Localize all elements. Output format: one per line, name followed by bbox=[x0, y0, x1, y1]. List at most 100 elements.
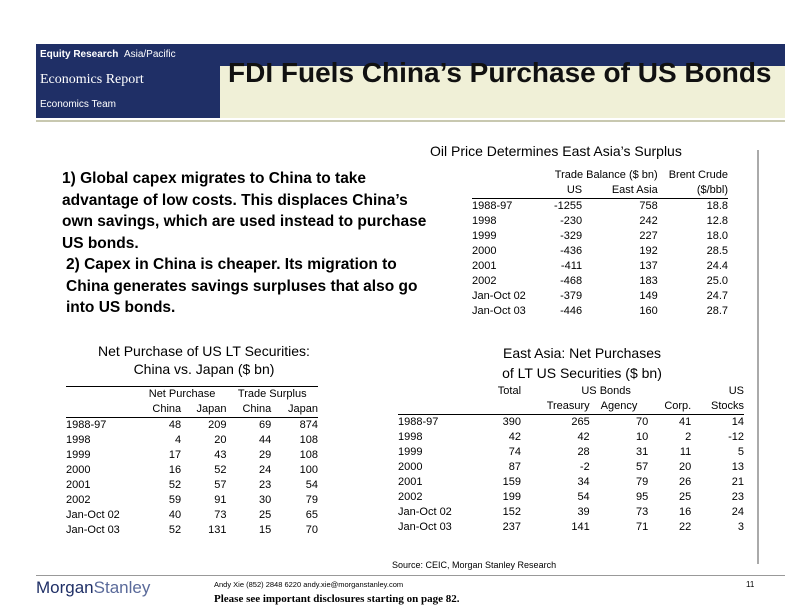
header-bar: Equity Research Asia/Pacific bbox=[36, 44, 785, 66]
author-contact: Andy Xie (852) 2848 6220 andy.xie@morgan… bbox=[214, 580, 404, 589]
net-purchase-table-cell: 17 bbox=[168, 449, 182, 461]
oil-table-cell: 1988-97 bbox=[472, 198, 536, 214]
east-asia-table-cell: 23 bbox=[731, 491, 744, 503]
oil-table-cell: -436 bbox=[560, 245, 583, 257]
east-asia-table-cell: 152 bbox=[502, 506, 522, 518]
net-purchase-table-cell: 52 bbox=[168, 524, 182, 536]
oil-table-row: Jan-Oct 02 -379 149 24.7 bbox=[472, 289, 728, 304]
net-purchase-table-cell: 20 bbox=[214, 434, 227, 446]
east-asia-table-row: Jan-Oct 03 237 141 71 22 3 bbox=[398, 520, 744, 535]
net-purchase-table-row: 1998 4 20 44 108 bbox=[66, 433, 318, 448]
oil-table-cell: 2002 bbox=[472, 275, 497, 287]
east-asia-table-cell: 14 bbox=[691, 414, 744, 430]
oil-table-cell: 758 bbox=[582, 198, 658, 214]
oil-table-row: 1999 -329 227 18.0 bbox=[472, 229, 728, 244]
net-purchase-table-row: 1988-97 48 209 69 874 bbox=[66, 417, 318, 433]
oil-table-cell: 2001 bbox=[472, 260, 497, 272]
east-asia-table-row: 1998 42 42 10 2 -12 bbox=[398, 430, 744, 445]
east-asia-table-cell: 95 bbox=[636, 491, 649, 503]
oil-table-cell: 24.4 bbox=[706, 260, 728, 272]
oil-table-row: 1998 -230 242 12.8 bbox=[472, 214, 728, 229]
ea-header-usbonds: US Bonds bbox=[581, 385, 631, 397]
oil-table-cell: 24.7 bbox=[706, 290, 728, 302]
east-asia-table-cell: 20 bbox=[678, 461, 692, 473]
net-purchase-table-cell: 2002 bbox=[66, 494, 91, 506]
east-asia-table-row: 2002 199 54 95 25 23 bbox=[398, 490, 744, 505]
net-purchase-table-cell: 73 bbox=[214, 509, 227, 521]
title-box: FDI Fuels China’s Purchase of US Bonds bbox=[220, 58, 785, 118]
disclosure-note: Please see important disclosures startin… bbox=[214, 593, 460, 605]
east-asia-table-cell: 2000 bbox=[398, 461, 423, 473]
east-asia-table-cell: 10 bbox=[636, 431, 649, 443]
ea-header-us: US bbox=[728, 385, 744, 397]
oil-table-row: 2002 -468 183 25.0 bbox=[472, 274, 728, 289]
net-purchase-table-cell: 1999 bbox=[66, 449, 91, 461]
east-asia-table-cell: 24 bbox=[731, 506, 744, 518]
oil-table-row: 1988-97 -1255 758 18.8 bbox=[472, 198, 728, 214]
east-asia-table: Total US Bonds US Treasury Agency Corp. … bbox=[398, 384, 744, 535]
page-title: FDI Fuels China’s Purchase of US Bonds bbox=[228, 57, 772, 88]
east-asia-table-cell: 199 bbox=[502, 491, 522, 503]
net-purchase-table-row: 2001 52 57 23 54 bbox=[66, 478, 318, 493]
net-purchase-table-cell: 15 bbox=[258, 524, 272, 536]
oil-table-cell: 183 bbox=[639, 275, 658, 287]
east-asia-table-row: Jan-Oct 02 152 39 73 16 24 bbox=[398, 505, 744, 520]
net-purchase-table-cell: 209 bbox=[181, 417, 227, 433]
net-purchase-table-cell: 54 bbox=[305, 479, 318, 491]
east-asia-table-cell: 26 bbox=[678, 476, 692, 488]
oil-table-cell: -468 bbox=[560, 275, 583, 287]
net-purchase-table-cell: 69 bbox=[226, 417, 272, 433]
page-number: 11 bbox=[746, 580, 755, 589]
net-purchase-table-cell: 59 bbox=[168, 494, 182, 506]
net-purchase-table-cell: 57 bbox=[214, 479, 227, 491]
net-purchase-table-cell: 23 bbox=[258, 479, 272, 491]
net-purchase-table-cell: 108 bbox=[299, 434, 318, 446]
oil-table-cell: -230 bbox=[560, 215, 583, 227]
net-purchase-table-cell: Jan-Oct 03 bbox=[66, 524, 120, 536]
net-purchase-table-cell: 79 bbox=[305, 494, 318, 506]
net-purchase-table-row: 1999 17 43 29 108 bbox=[66, 448, 318, 463]
net-purchase-table-cell: 40 bbox=[168, 509, 182, 521]
point-2: 2) Capex in China is cheaper. Its migrat… bbox=[66, 256, 418, 316]
east-asia-table-cell: 1999 bbox=[398, 446, 423, 458]
oil-table-cell: Jan-Oct 02 bbox=[472, 290, 526, 302]
oil-table-cell: 227 bbox=[639, 230, 658, 242]
oil-table-cell: 242 bbox=[639, 215, 658, 227]
ea-header-total: Total bbox=[497, 385, 522, 397]
trade-surplus-group: Trade Surplus bbox=[226, 386, 318, 402]
east-asia-table-cell: 74 bbox=[508, 446, 522, 458]
source-note: Source: CEIC, Morgan Stanley Research bbox=[392, 560, 557, 570]
report-type-block: Economics Report Economics Team bbox=[36, 66, 220, 118]
east-asia-table-cell: 22 bbox=[678, 521, 692, 533]
east-asia-table-cell: 2 bbox=[685, 431, 692, 443]
east-asia-table-cell: 11 bbox=[679, 446, 692, 458]
oil-table-cell: 12.8 bbox=[706, 215, 728, 227]
east-asia-table-cell: 2001 bbox=[398, 476, 423, 488]
sub-china-2: China bbox=[242, 403, 272, 415]
oil-table-cell: 149 bbox=[639, 290, 658, 302]
net-purchase-table-cell: 91 bbox=[214, 494, 227, 506]
net-purchase-table-cell: Jan-Oct 02 bbox=[66, 509, 120, 521]
point-1: 1) Global capex migrates to China to tak… bbox=[62, 170, 427, 252]
net-purchase-group: Net Purchase bbox=[137, 386, 227, 402]
east-asia-table-row: 2000 87 -2 57 20 13 bbox=[398, 460, 744, 475]
east-asia-table-row: 1999 74 28 31 11 5 bbox=[398, 445, 744, 460]
east-asia-table-cell: 39 bbox=[577, 506, 590, 518]
east-asia-table-cell: 54 bbox=[577, 491, 590, 503]
net-purchase-table-cell: 1998 bbox=[66, 434, 91, 446]
oil-table: Trade Balance ($ bn) Brent Crude US East… bbox=[472, 168, 728, 319]
net-purchase-table: Net Purchase Trade Surplus China Japan C… bbox=[66, 386, 318, 538]
east-asia-table-cell: 28 bbox=[577, 446, 590, 458]
east-asia-table-cell: 3 bbox=[737, 521, 744, 533]
header-divider bbox=[36, 120, 785, 122]
oil-header-bbl: ($/bbl) bbox=[696, 184, 728, 196]
net-purchase-table-cell: 52 bbox=[214, 464, 227, 476]
ea-header-treasury: Treasury bbox=[546, 400, 590, 412]
oil-table-cell: 1998 bbox=[472, 215, 497, 227]
east-asia-table-cell: 390 bbox=[483, 414, 522, 430]
oil-table-title: Oil Price Determines East Asia’s Surplus bbox=[430, 143, 682, 159]
oil-table-cell: 28.5 bbox=[706, 245, 728, 257]
net-purchase-table-row: 2002 59 91 30 79 bbox=[66, 493, 318, 508]
east-asia-table-cell: 265 bbox=[521, 414, 590, 430]
sub-japan-1: Japan bbox=[196, 403, 227, 415]
